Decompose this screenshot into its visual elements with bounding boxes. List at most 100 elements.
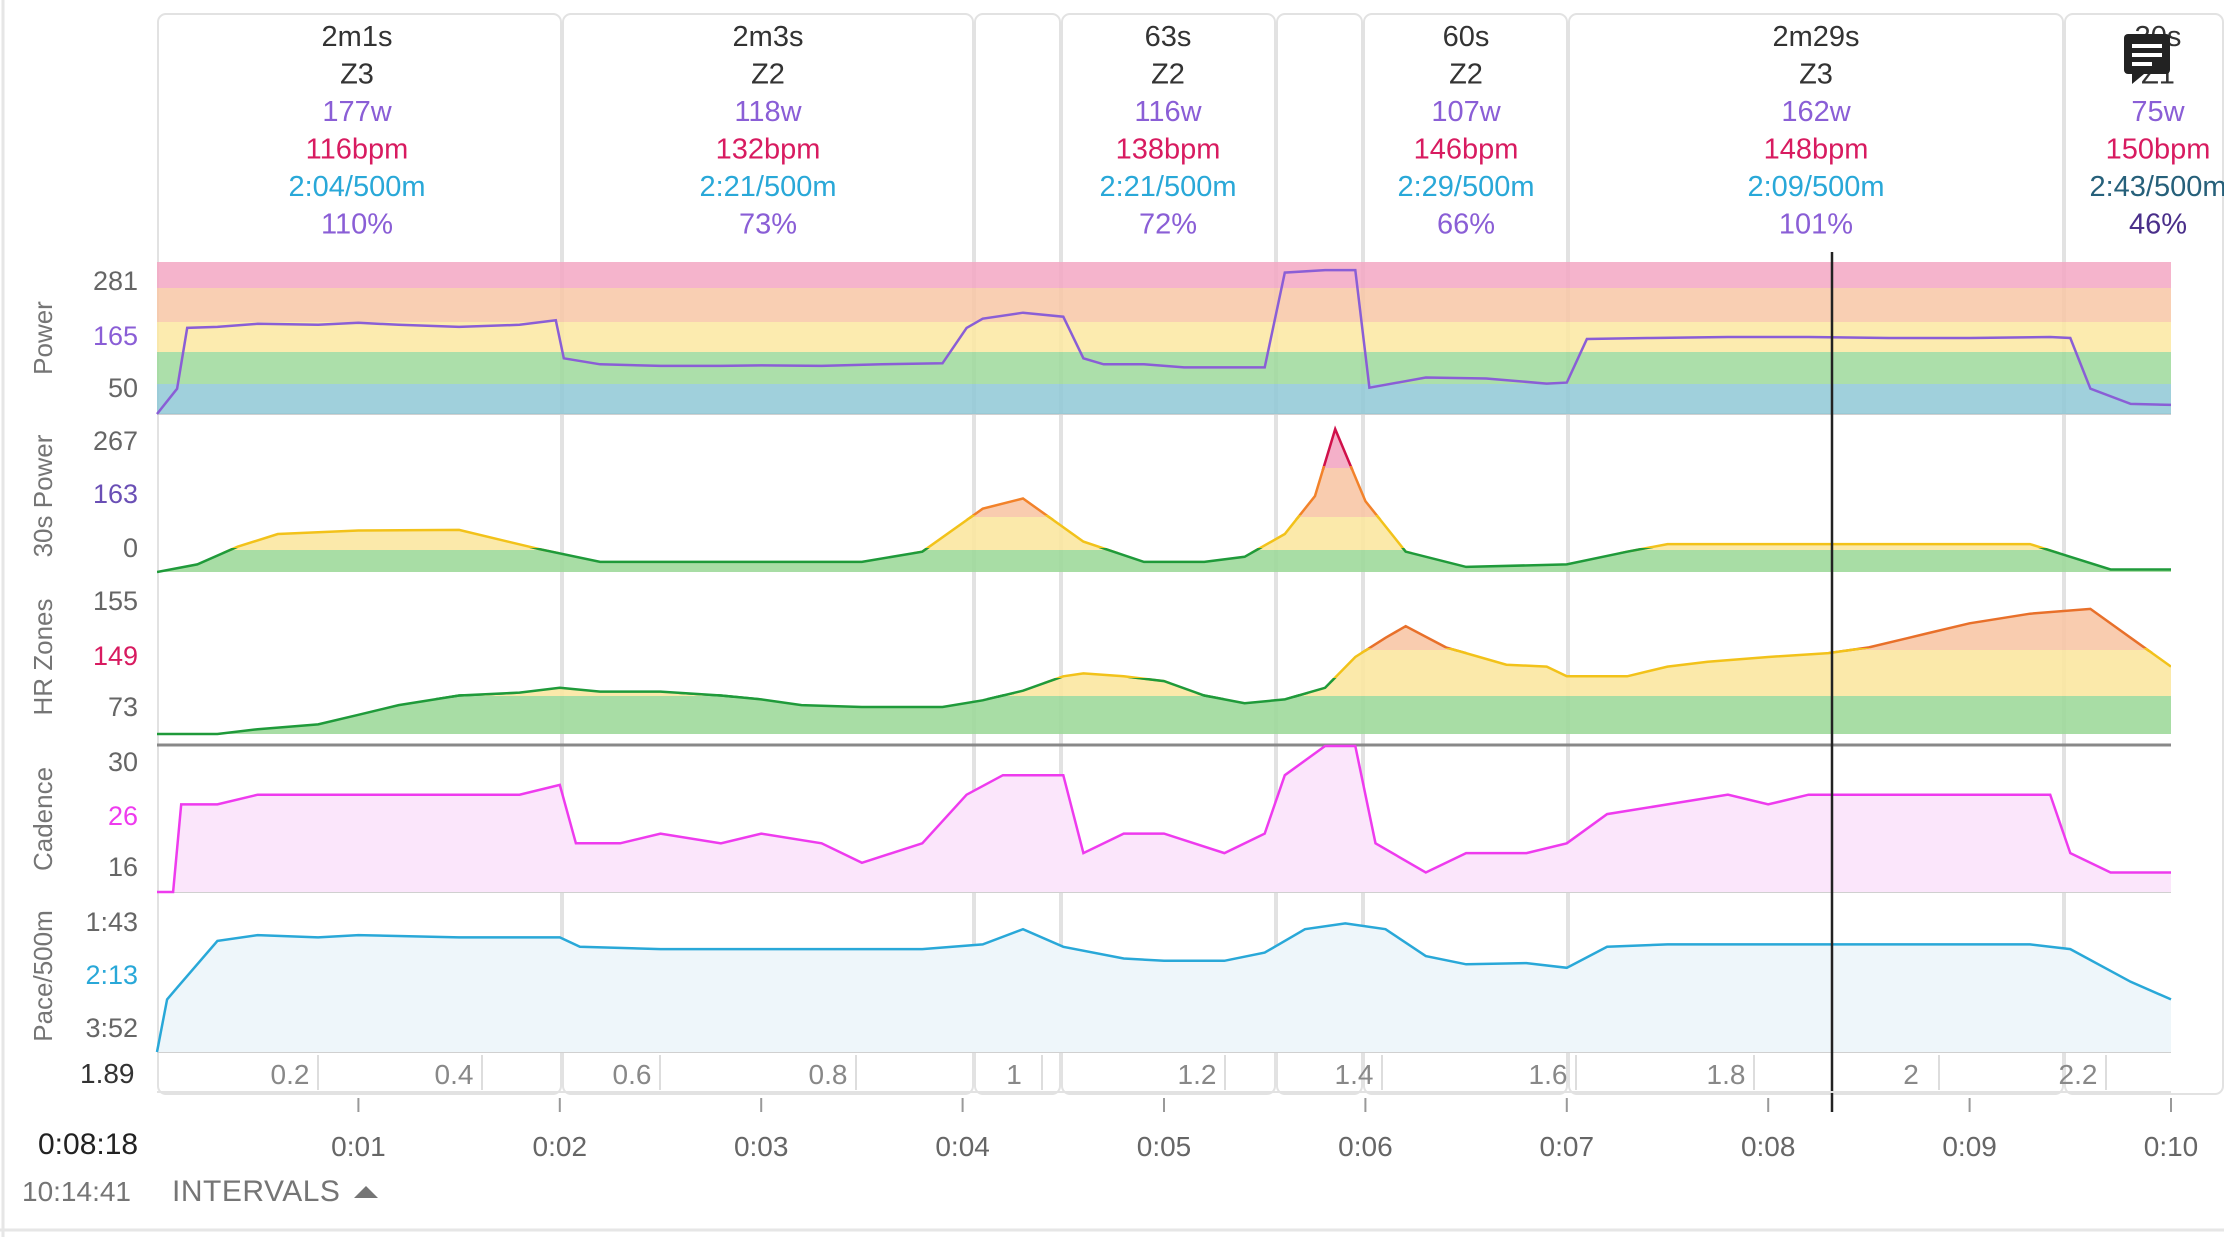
time-tick-5: 0:06	[1338, 1131, 1393, 1162]
time-tick-9: 0:10	[2144, 1131, 2199, 1162]
distance-tick-8: 1.8	[1707, 1059, 1746, 1090]
notes-icon[interactable]	[2120, 28, 2176, 84]
panel-label-3: Cadence	[28, 767, 58, 871]
y-tick-2-2: 73	[108, 692, 138, 722]
interval-2-pace: 2:21/500m	[1099, 171, 1236, 203]
series-line-4	[155, 922, 2172, 1053]
interval-2-hr: 138bpm	[1116, 134, 1221, 166]
distance-tick-5: 1.2	[1178, 1059, 1217, 1090]
distance-tick-9: 2	[1903, 1059, 1919, 1090]
interval-0-duration: 2m1s	[322, 21, 393, 53]
zone-fill-2-0	[157, 608, 2171, 650]
y-tick-3-1: 26	[108, 801, 138, 831]
interval-1-zone: Z2	[751, 59, 785, 91]
y-tick-0-2: 50	[108, 373, 138, 403]
panel-label-1: 30s Power	[28, 434, 58, 557]
interval-3-pct: 66%	[1437, 209, 1495, 241]
interval-5-pace: 2:43/500m	[2089, 171, 2224, 203]
area-fill-4	[157, 923, 2171, 1052]
time-tick-2: 0:03	[734, 1131, 789, 1162]
intervals-toggle-button[interactable]: INTERVALS	[172, 1172, 379, 1212]
time-tick-0: 0:01	[331, 1131, 386, 1162]
series-line-1-3	[157, 548, 2171, 574]
y-tick-1-1: 163	[93, 479, 138, 509]
interval-4-power: 162w	[1781, 96, 1851, 128]
zone-fill-2-1	[157, 650, 2171, 696]
interval-1-hr: 132bpm	[716, 134, 821, 166]
interval-2-duration: 63s	[1145, 21, 1192, 53]
interval-3-zone: Z2	[1449, 59, 1483, 91]
y-tick-0-0: 281	[93, 266, 138, 296]
panel-0[interactable]	[156, 262, 2172, 415]
time-tick-3: 0:04	[935, 1131, 990, 1162]
panel-label-4: Pace/500m	[28, 910, 58, 1042]
y-tick-0-1: 165	[93, 321, 138, 351]
interval-3-duration: 60s	[1443, 21, 1490, 53]
panel-label-2: HR Zones	[28, 598, 58, 715]
interval-1-duration: 2m3s	[733, 21, 804, 53]
area-fill-3	[157, 746, 2171, 892]
series-line-3	[157, 744, 2171, 894]
y-tick-4-2: 3:52	[85, 1013, 138, 1043]
interval-4-pace: 2:09/500m	[1747, 171, 1884, 203]
distance-tick-6: 1.4	[1335, 1059, 1374, 1090]
power-zone-band-0	[157, 262, 2171, 288]
cursor-elapsed-time: 0:08:18	[38, 1128, 139, 1161]
panel-2[interactable]	[157, 580, 2171, 736]
interval-3-power: 107w	[1431, 96, 1501, 128]
series-line-2-1	[1043, 648, 2171, 682]
zone-fill-1-0	[157, 429, 2171, 468]
y-tick-1-2: 0	[123, 533, 138, 563]
distance-start-label: 1.89	[80, 1058, 135, 1089]
zone-fill-1-1	[157, 468, 2171, 517]
distance-tick-4: 1	[1006, 1059, 1022, 1090]
cursor-clock-time: 10:14:41	[22, 1176, 131, 1207]
power-zone-band-4	[157, 384, 2171, 414]
y-tick-2-0: 155	[93, 586, 138, 616]
interval-0-pct: 110%	[321, 209, 393, 241]
interval-0-pace: 2:04/500m	[288, 171, 425, 203]
y-tick-2-1: 149	[93, 641, 138, 671]
time-tick-4: 0:05	[1137, 1131, 1192, 1162]
interval-5-pct: 46%	[2129, 209, 2187, 241]
interval-0-zone: Z3	[340, 59, 374, 91]
y-tick-4-1: 2:13	[85, 960, 138, 990]
interval-5-power: 75w	[2131, 96, 2185, 128]
y-tick-1-0: 267	[93, 426, 138, 456]
interval-3-hr: 146bpm	[1414, 134, 1519, 166]
interval-4-duration: 2m29s	[1772, 21, 1859, 53]
panel-label-0: Power	[28, 301, 58, 375]
distance-tick-2: 0.6	[613, 1059, 652, 1090]
interval-1-pace: 2:21/500m	[699, 171, 836, 203]
interval-2-power: 116w	[1134, 96, 1202, 128]
chevron-up-icon	[354, 1186, 379, 1198]
series-line-2-2	[435, 678, 1337, 698]
intervals-toggle-label: INTERVALS	[172, 1175, 341, 1208]
interval-5-hr: 150bpm	[2106, 134, 2211, 166]
interval-4-zone: Z3	[1799, 59, 1833, 91]
time-tick-7: 0:08	[1741, 1131, 1796, 1162]
y-tick-3-0: 30	[108, 747, 138, 777]
distance-tick-1: 0.4	[435, 1059, 474, 1090]
interval-2-zone: Z2	[1151, 59, 1185, 91]
series-line-1-2	[222, 515, 2060, 552]
interval-1-power: 118w	[734, 96, 802, 128]
panel-4[interactable]	[155, 922, 2172, 1053]
power-zone-band-3	[157, 352, 2171, 384]
interval-1-pct: 73%	[739, 209, 797, 241]
interval-0-power: 177w	[322, 96, 392, 128]
distance-tick-0: 0.2	[271, 1059, 310, 1090]
panel-1[interactable]	[157, 420, 2171, 574]
time-tick-6: 0:07	[1540, 1131, 1595, 1162]
distance-tick-10: 2.2	[2059, 1059, 2098, 1090]
time-tick-8: 0:09	[1942, 1131, 1997, 1162]
interval-4-pct: 101%	[1779, 209, 1853, 241]
interval-3-pace: 2:29/500m	[1397, 171, 1534, 203]
series-line-0	[156, 268, 2172, 415]
panel-3[interactable]	[157, 744, 2171, 894]
time-tick-1: 0:02	[533, 1131, 588, 1162]
power-zone-band-1	[157, 288, 2171, 322]
distance-tick-7: 1.6	[1529, 1059, 1568, 1090]
interval-4-hr: 148bpm	[1764, 134, 1869, 166]
